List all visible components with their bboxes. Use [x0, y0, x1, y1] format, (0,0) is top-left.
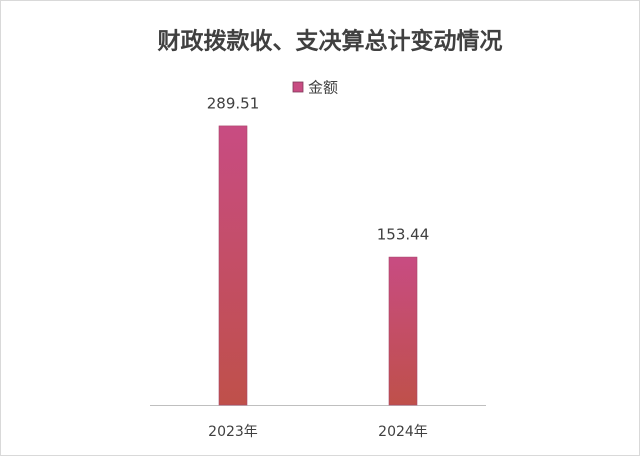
data-label: 289.51	[207, 94, 260, 112]
legend-label: 金额	[308, 79, 338, 97]
bar	[218, 125, 248, 406]
bar	[388, 256, 418, 406]
x-tick-label: 2024年	[378, 424, 428, 440]
data-label: 153.44	[377, 226, 430, 244]
legend-swatch	[292, 81, 304, 93]
x-tick-label: 2023年	[208, 424, 258, 440]
chart-title: 财政拨款收、支决算总计变动情况	[158, 28, 503, 55]
